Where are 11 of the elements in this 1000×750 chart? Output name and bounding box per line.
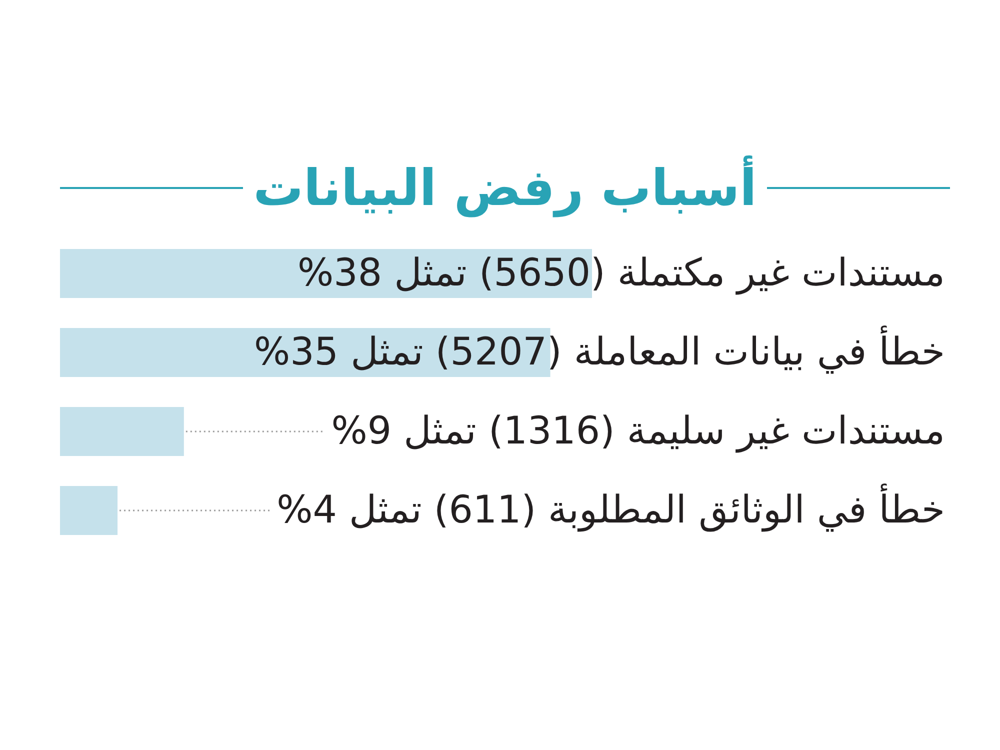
data-label: (5207) تمثل 35% — [254, 329, 562, 374]
bar — [60, 407, 184, 456]
data-label: (5650) تمثل 38% — [298, 250, 606, 294]
y-tick-label: مستندات غير مكتملة — [617, 250, 945, 296]
chart-title: أسباب رفض البيانات — [253, 154, 757, 220]
bar — [60, 486, 118, 535]
data-label: (611) تمثل 4% — [276, 487, 536, 532]
y-tick-label: مستندات غير سليمة — [626, 408, 945, 454]
data-label: (1316) تمثل 9% — [331, 408, 615, 452]
y-tick-label: خطأ في بيانات المعاملة — [574, 324, 945, 374]
y-tick-label: خطأ في الوثائق المطلوبة — [548, 482, 945, 532]
